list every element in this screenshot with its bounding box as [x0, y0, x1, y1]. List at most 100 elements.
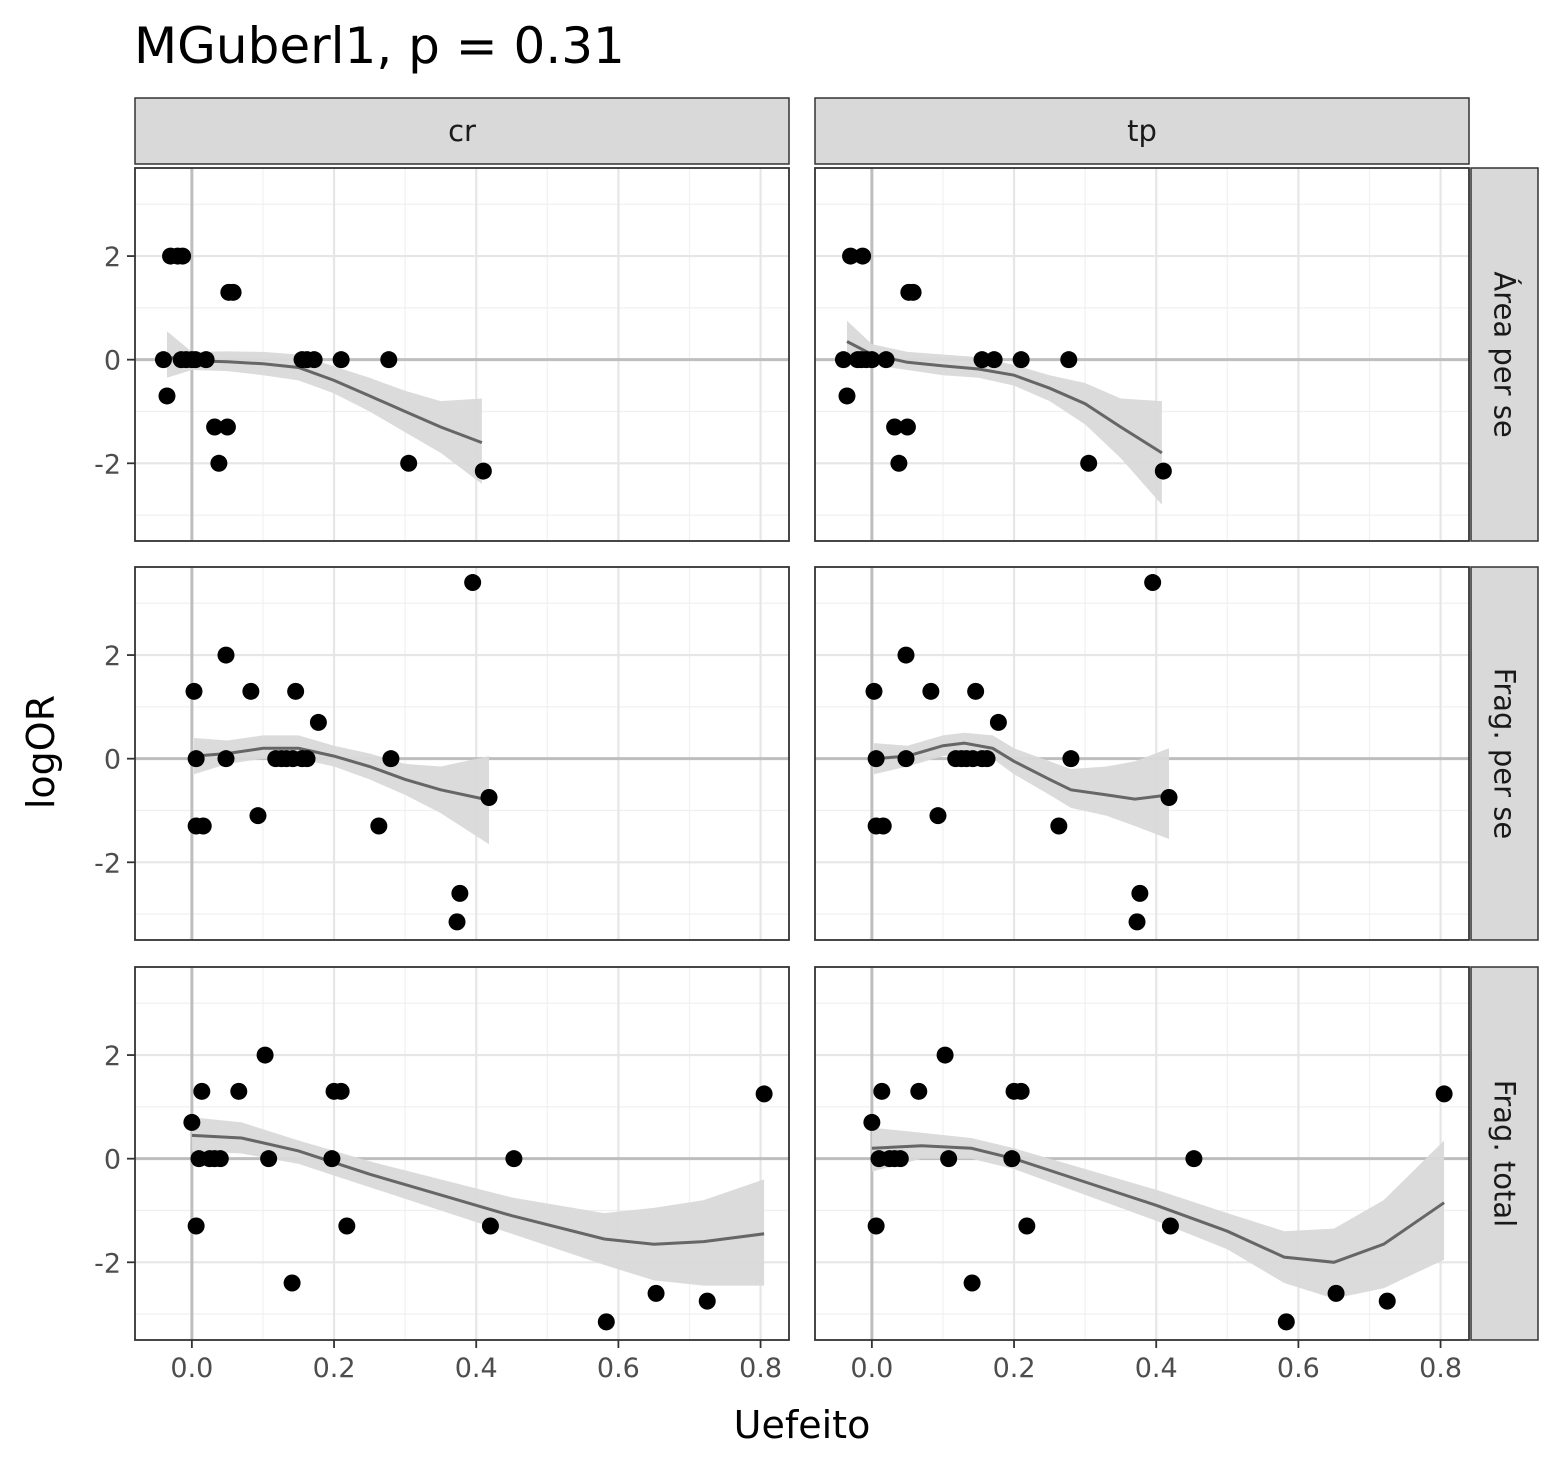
data-point [989, 713, 1007, 731]
row-strip [1470, 966, 1539, 1341]
confidence-ribbon [167, 331, 482, 484]
data-point [698, 1292, 716, 1310]
smooth-line [193, 746, 490, 802]
data-point [370, 817, 388, 835]
data-point [1018, 1217, 1036, 1235]
panel-border [814, 966, 1470, 1341]
data-point [922, 682, 940, 700]
data-point [897, 750, 915, 768]
data-point [842, 247, 860, 265]
x-tick-label: 0.0 [850, 1353, 893, 1384]
data-point [323, 1150, 341, 1168]
data-point [1144, 574, 1162, 592]
data-point [464, 574, 482, 592]
data-point [217, 646, 235, 664]
data-point [929, 807, 947, 825]
y-tick-label: 0 [104, 745, 121, 776]
data-point [187, 750, 205, 768]
data-point [890, 454, 908, 472]
row-strip [1470, 566, 1539, 941]
panel-cr-1 [134, 566, 790, 941]
data-point [187, 1217, 205, 1235]
row-strip-label: Frag. total [1488, 1080, 1522, 1227]
data-point [194, 817, 212, 835]
confidence-ribbon [847, 320, 1162, 505]
data-point [904, 283, 922, 301]
data-point [218, 418, 236, 436]
data-point [874, 817, 892, 835]
panel-tp-1 [814, 566, 1470, 941]
smooth-line [871, 1144, 1445, 1264]
row-strip-label: Área per se [1488, 271, 1522, 437]
panel-content [815, 168, 1469, 541]
panel-cr-0 [134, 167, 790, 542]
data-point [936, 1046, 954, 1064]
data-point [1185, 1150, 1203, 1168]
data-point [1327, 1284, 1345, 1302]
data-point [154, 351, 172, 369]
data-point [1060, 351, 1078, 369]
data-point [967, 682, 985, 700]
data-point [249, 807, 267, 825]
data-point [480, 789, 498, 807]
data-point [1012, 1082, 1030, 1100]
data-point [863, 351, 881, 369]
y-tick-label: 2 [104, 242, 121, 273]
data-point [283, 1274, 301, 1292]
data-point [1003, 1150, 1021, 1168]
panel-border [814, 566, 1470, 941]
data-point [309, 713, 327, 731]
data-point [193, 1082, 211, 1100]
data-point [481, 1217, 499, 1235]
data-point [1160, 789, 1178, 807]
data-point [647, 1284, 665, 1302]
panel-border [134, 566, 790, 941]
y-axis-title: logOR [19, 695, 63, 809]
panel-content [135, 967, 789, 1340]
data-point [963, 1274, 981, 1292]
column-strip-label: tp [1127, 114, 1157, 148]
data-point [1131, 884, 1149, 902]
data-point [505, 1150, 523, 1168]
data-point [838, 387, 856, 405]
data-point [185, 682, 203, 700]
data-point [1080, 454, 1098, 472]
data-point [1062, 750, 1080, 768]
data-point [910, 1082, 928, 1100]
data-point [1378, 1292, 1396, 1310]
panel-content [135, 168, 789, 541]
panel-content [135, 567, 789, 940]
y-tick-label: -2 [94, 1248, 121, 1279]
x-tick-label: 0.8 [1419, 1353, 1462, 1384]
y-tick-label: 2 [104, 1041, 121, 1072]
data-point [230, 1082, 248, 1100]
data-point [332, 1082, 350, 1100]
data-point [206, 418, 224, 436]
data-point [1128, 913, 1146, 931]
column-strip-cr [134, 97, 790, 165]
x-axis-title: Uefeito [734, 1403, 871, 1447]
smooth-line [873, 741, 1170, 801]
column-strip-tp [814, 97, 1470, 165]
data-point [854, 247, 872, 265]
data-point [400, 454, 418, 472]
data-point [211, 1150, 229, 1168]
data-point [242, 682, 260, 700]
confidence-ribbon [874, 732, 1169, 839]
data-point [1161, 1217, 1179, 1235]
data-point [210, 454, 228, 472]
panel-border [134, 167, 790, 542]
data-point [474, 462, 492, 480]
data-point [873, 1082, 891, 1100]
x-tick-label: 0.8 [739, 1353, 782, 1384]
data-point [886, 418, 904, 436]
data-point [224, 283, 242, 301]
data-point [217, 750, 235, 768]
y-tick-label: 0 [104, 346, 121, 377]
data-point [287, 682, 305, 700]
y-tick-label: -2 [94, 848, 121, 879]
data-point [891, 1150, 909, 1168]
data-point [755, 1085, 773, 1103]
data-point [332, 351, 350, 369]
